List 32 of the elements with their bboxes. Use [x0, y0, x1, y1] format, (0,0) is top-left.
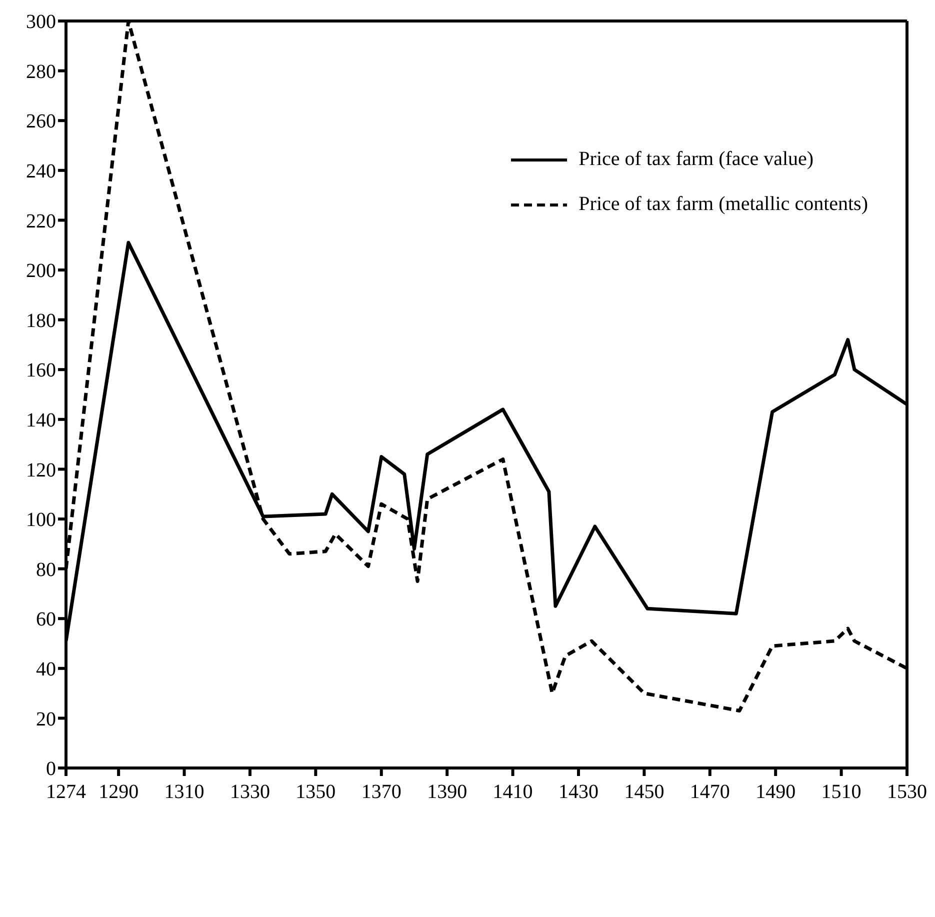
- y-tick-label: 260: [26, 110, 56, 133]
- x-tick-label: 1370: [361, 781, 402, 803]
- y-tick-label: 160: [26, 360, 56, 382]
- y-tick-label: 200: [26, 260, 56, 282]
- x-tick-label: 1430: [558, 781, 598, 803]
- y-tick-label: 100: [26, 509, 56, 532]
- x-tick-label: 1350: [296, 781, 336, 803]
- legend-label: Price of tax farm (metallic contents): [578, 193, 868, 216]
- y-tick-label: 0: [46, 758, 56, 780]
- x-tick-label: 1450: [624, 781, 664, 803]
- y-tick-label: 280: [26, 60, 56, 83]
- x-tick-label: 1390: [427, 781, 468, 803]
- x-tick-label: 1530: [887, 781, 927, 803]
- x-tick-label: 1510: [821, 781, 862, 803]
- y-tick-label: 60: [36, 608, 56, 631]
- y-tick-label: 140: [26, 410, 56, 432]
- y-tick-label: 40: [36, 658, 56, 680]
- x-tick-label: 1290: [98, 781, 139, 803]
- y-tick-label: 180: [26, 310, 56, 332]
- y-tick-label: 80: [36, 558, 56, 581]
- y-tick-label: 240: [26, 160, 56, 182]
- x-tick-label: 1310: [164, 781, 204, 803]
- y-tick-label: 220: [26, 210, 56, 232]
- x-tick-label: 1410: [492, 781, 533, 803]
- y-tick-label: 120: [26, 459, 56, 482]
- x-tick-label: 1274: [46, 781, 86, 803]
- x-tick-label: 1490: [756, 781, 796, 803]
- x-tick-label: 1470: [690, 781, 730, 803]
- legend-label: Price of tax farm (face value): [578, 148, 814, 171]
- x-tick-label: 1330: [230, 781, 270, 803]
- y-tick-label: 20: [36, 708, 56, 730]
- y-tick-label: 300: [26, 11, 56, 34]
